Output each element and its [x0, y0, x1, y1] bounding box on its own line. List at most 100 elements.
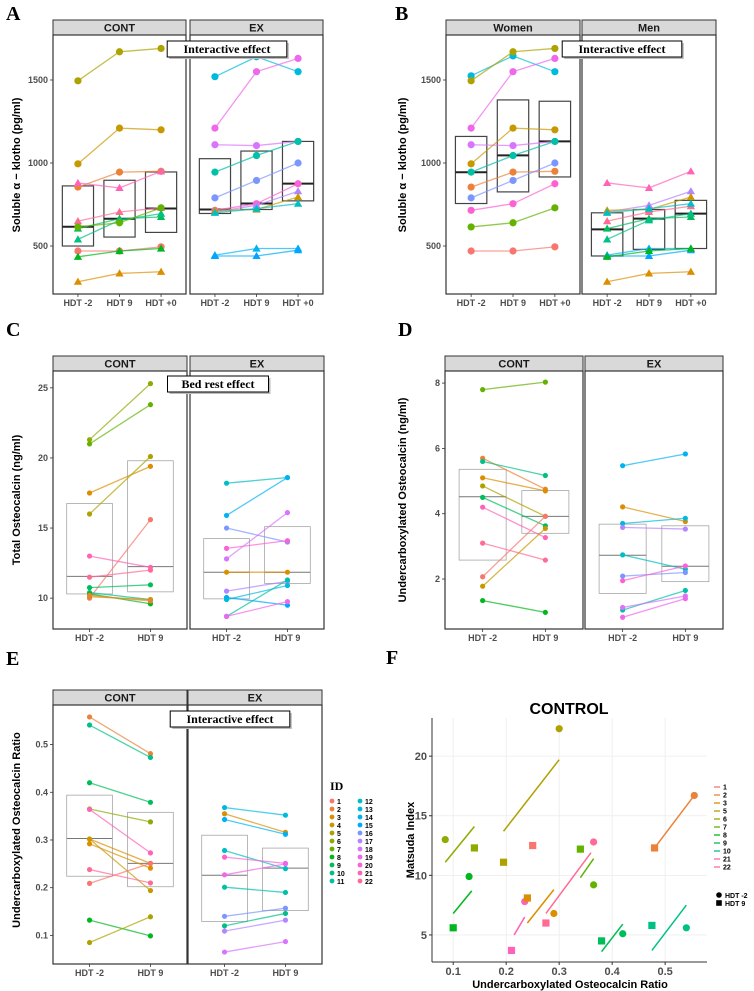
data-point — [115, 48, 124, 56]
series-line — [482, 477, 546, 492]
x-tick-label: HDT +0 — [675, 298, 706, 308]
data-point — [620, 504, 626, 510]
data-point — [73, 217, 83, 225]
legend-key — [357, 806, 363, 812]
data-point — [147, 850, 154, 856]
data-point — [620, 463, 626, 469]
data-point-id-21 — [507, 946, 516, 955]
chart-title: CONTROL — [529, 701, 608, 718]
data-point-id-1 — [529, 841, 537, 850]
data-point — [282, 889, 289, 896]
data-point — [223, 512, 230, 519]
data-point — [509, 124, 517, 132]
legend-label: 14 — [365, 815, 373, 822]
data-point — [294, 159, 302, 167]
data-point — [147, 567, 154, 573]
legend-label: 10 — [723, 849, 731, 856]
legend-key — [329, 854, 335, 860]
data-point — [156, 267, 166, 275]
data-point — [223, 569, 230, 575]
legend-label: 6 — [337, 839, 341, 846]
subject-line-id-10 — [602, 209, 696, 243]
annotation-text: Bed rest effect — [181, 377, 254, 391]
subject-line-id-14 — [620, 451, 688, 469]
data-point — [147, 582, 154, 588]
series-line — [89, 584, 151, 589]
data-point — [147, 860, 154, 866]
subject-line-id-19 — [467, 54, 559, 132]
data-point-id-7 — [590, 881, 598, 889]
y-tick-label: 25 — [38, 383, 48, 393]
x-tick-label: HDT -2 — [75, 633, 104, 643]
data-point — [551, 126, 559, 134]
data-point — [480, 574, 486, 580]
legend-label: 10 — [337, 871, 345, 878]
data-point — [602, 224, 612, 232]
regression-segment-id-21 — [513, 916, 526, 936]
data-point — [73, 252, 83, 260]
legend-key — [329, 878, 335, 884]
y-tick-label: 1000 — [28, 158, 48, 168]
facet-cont: CONT HDT -2 HDT 9 — [52, 355, 188, 643]
data-point — [86, 836, 93, 842]
data-point — [252, 141, 261, 150]
data-point — [86, 880, 93, 886]
legend-label: 2 — [723, 793, 727, 800]
regression-segment-id-8 — [452, 890, 473, 914]
subject-line-id-1 — [86, 860, 154, 886]
data-point — [542, 379, 548, 385]
data-point — [542, 609, 548, 615]
data-point — [115, 269, 124, 277]
regression-segment-id-5 — [502, 759, 560, 832]
legend-label: 3 — [723, 801, 727, 808]
facet-panel — [189, 370, 325, 630]
data-point — [156, 167, 166, 175]
data-point — [509, 200, 517, 208]
data-point — [211, 168, 219, 176]
data-point — [480, 504, 486, 510]
y-tick-label: 4 — [435, 509, 440, 519]
x-tick-label: HDT -2 — [75, 968, 104, 978]
data-point — [467, 223, 475, 231]
subject-line-id-19 — [221, 861, 289, 878]
data-point — [542, 534, 548, 541]
data-point — [480, 583, 486, 589]
data-point — [509, 219, 517, 227]
data-point — [221, 923, 228, 929]
subject-line-id-16 — [211, 159, 302, 202]
legend-key — [357, 854, 363, 860]
legend-label: 3 — [337, 815, 341, 822]
annotation-box: Bed rest effect — [167, 375, 271, 394]
data-point — [86, 917, 93, 923]
data-point — [86, 437, 93, 443]
legend-label: 19 — [365, 855, 373, 862]
series-line — [224, 863, 286, 876]
series-line — [622, 453, 686, 467]
legend-key — [329, 822, 335, 828]
y-tick-label: 20 — [38, 453, 48, 463]
data-point — [210, 251, 220, 260]
data-point — [86, 574, 93, 580]
data-point — [294, 68, 302, 76]
legend-key — [329, 870, 335, 876]
box — [66, 794, 113, 877]
x-tick-label: 0.2 — [499, 966, 514, 978]
box — [538, 100, 572, 178]
data-point-id-22 — [590, 838, 598, 846]
data-point — [682, 569, 688, 576]
data-point — [156, 209, 166, 217]
data-point — [284, 582, 291, 589]
series-line — [482, 599, 546, 613]
data-point — [147, 463, 154, 469]
subject-line-id-5 — [74, 44, 165, 85]
data-point — [282, 938, 289, 945]
panel-label: E — [6, 648, 19, 670]
legend-label: 12 — [365, 799, 373, 806]
data-point — [282, 866, 289, 872]
data-point — [147, 381, 154, 387]
data-point — [551, 54, 559, 63]
legend-key — [357, 870, 363, 876]
data-point — [221, 872, 228, 878]
subject-line-id-15 — [210, 246, 303, 260]
data-point — [551, 180, 559, 188]
